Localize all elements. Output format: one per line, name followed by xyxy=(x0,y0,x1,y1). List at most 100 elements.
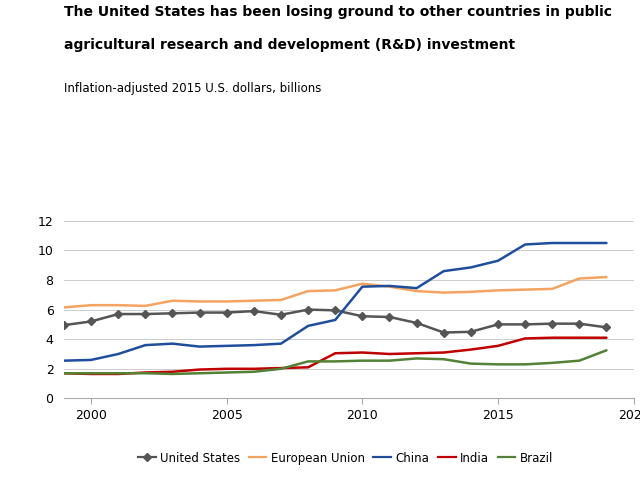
United States xyxy=(169,311,177,316)
United States xyxy=(521,322,529,327)
European Union xyxy=(250,298,258,304)
European Union xyxy=(386,284,394,289)
United States xyxy=(115,311,122,317)
United States xyxy=(223,310,230,315)
Line: Brazil: Brazil xyxy=(64,350,607,374)
European Union xyxy=(169,298,177,304)
China xyxy=(115,351,122,357)
European Union xyxy=(575,276,583,281)
United States xyxy=(575,321,583,326)
European Union xyxy=(196,299,204,304)
India xyxy=(87,371,95,377)
China xyxy=(548,240,556,246)
China xyxy=(440,268,447,274)
European Union xyxy=(141,303,149,309)
China xyxy=(358,284,366,289)
India xyxy=(575,335,583,341)
European Union xyxy=(304,288,312,294)
European Union xyxy=(494,288,502,293)
India xyxy=(304,364,312,370)
China xyxy=(467,264,475,270)
European Union xyxy=(60,304,68,310)
United States xyxy=(603,324,611,330)
United States xyxy=(304,307,312,312)
Line: China: China xyxy=(64,243,607,360)
India xyxy=(603,335,611,341)
Legend: United States, European Union, China, India, Brazil: United States, European Union, China, In… xyxy=(133,447,558,469)
India xyxy=(548,335,556,341)
Text: The United States has been losing ground to other countries in public: The United States has been losing ground… xyxy=(64,5,612,19)
Brazil xyxy=(467,361,475,367)
China xyxy=(413,285,420,291)
Brazil xyxy=(115,371,122,376)
European Union xyxy=(87,302,95,308)
United States xyxy=(386,314,394,320)
Brazil xyxy=(60,371,68,376)
China xyxy=(332,317,339,323)
United States xyxy=(467,329,475,335)
India xyxy=(358,349,366,355)
China xyxy=(575,240,583,246)
European Union xyxy=(332,288,339,293)
China xyxy=(223,343,230,349)
China xyxy=(169,341,177,347)
Brazil xyxy=(413,356,420,361)
Line: European Union: European Union xyxy=(64,277,607,307)
China xyxy=(277,341,285,347)
United States xyxy=(332,308,339,313)
United States xyxy=(250,308,258,314)
India xyxy=(413,350,420,356)
United States xyxy=(358,313,366,319)
India xyxy=(440,349,447,355)
United States xyxy=(196,310,204,315)
China xyxy=(87,357,95,363)
United States xyxy=(141,311,149,317)
Brazil xyxy=(87,371,95,376)
Brazil xyxy=(223,370,230,375)
Brazil xyxy=(277,366,285,372)
United States xyxy=(60,322,68,328)
Brazil xyxy=(548,360,556,366)
Brazil xyxy=(304,359,312,364)
India xyxy=(141,370,149,375)
India xyxy=(223,366,230,372)
China xyxy=(494,258,502,264)
European Union xyxy=(115,302,122,308)
Brazil xyxy=(440,356,447,362)
European Union xyxy=(277,297,285,303)
Brazil xyxy=(332,359,339,364)
Line: India: India xyxy=(64,338,607,374)
India xyxy=(332,350,339,356)
China xyxy=(250,342,258,348)
India xyxy=(115,371,122,377)
China xyxy=(196,344,204,349)
United States xyxy=(494,322,502,327)
European Union xyxy=(413,288,420,294)
India xyxy=(277,365,285,371)
United States xyxy=(440,330,447,336)
United States xyxy=(548,321,556,326)
China xyxy=(521,241,529,247)
Brazil xyxy=(386,358,394,363)
European Union xyxy=(358,281,366,287)
United States xyxy=(413,320,420,326)
India xyxy=(494,343,502,349)
European Union xyxy=(440,290,447,296)
India xyxy=(196,367,204,372)
Brazil xyxy=(521,361,529,367)
European Union xyxy=(467,289,475,295)
European Union xyxy=(548,286,556,292)
China xyxy=(141,342,149,348)
India xyxy=(250,366,258,372)
Brazil xyxy=(575,358,583,363)
European Union xyxy=(223,299,230,304)
China xyxy=(60,358,68,363)
Text: Inflation-adjusted 2015 U.S. dollars, billions: Inflation-adjusted 2015 U.S. dollars, bi… xyxy=(64,82,321,95)
India xyxy=(386,351,394,357)
China xyxy=(386,283,394,289)
European Union xyxy=(521,287,529,292)
Line: United States: United States xyxy=(61,307,609,336)
China xyxy=(603,240,611,246)
India xyxy=(60,371,68,376)
India xyxy=(521,336,529,341)
